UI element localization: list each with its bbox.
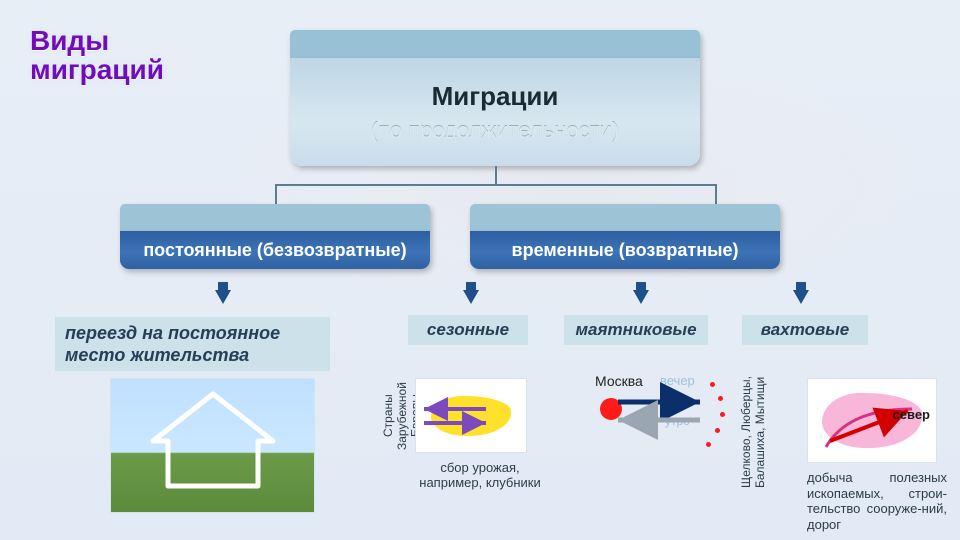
- root-subtitle: (по продолжительности): [371, 118, 620, 144]
- temp-label: временные (возвратные): [512, 240, 739, 261]
- perm-label: постоянные (безвозвратные): [143, 240, 406, 261]
- seasonal-arrows-icon: [416, 379, 528, 454]
- arrow-down-icon: [793, 282, 809, 304]
- pendulum-arrows-icon: [560, 378, 730, 458]
- pendulum-side-label: Щелково, Люберцы, Балашиха, Мытищи: [740, 372, 776, 492]
- illus-permanent-home: [110, 378, 315, 513]
- title-line-1: Виды: [30, 25, 109, 56]
- root-header-bar: [290, 30, 700, 58]
- arrow-down-icon: [215, 282, 231, 304]
- perm-box: постоянные (безвозвратные): [120, 231, 430, 269]
- arrow-down-icon: [633, 282, 649, 304]
- leaf-pendulum: маятниковые: [564, 315, 708, 345]
- perm-header-bar: [120, 204, 430, 231]
- connector: [275, 184, 277, 204]
- illus-seasonal: [415, 378, 527, 453]
- leaf-seasonal-text: сезонные: [427, 320, 509, 340]
- shift-direction-label-text: север: [893, 407, 930, 422]
- leaf-seasonal: сезонные: [408, 315, 528, 345]
- leaf-permanent-text: переезд на постоянное место жительства: [65, 322, 320, 367]
- shift-caption: добыча полезных ископаемых, строи-тельст…: [807, 470, 947, 532]
- connector: [715, 184, 717, 204]
- slide-title: Виды миграций: [30, 26, 164, 85]
- leaf-pendulum-text: маятниковые: [575, 320, 696, 340]
- shift-caption-text: добыча полезных ископаемых, строи-тельст…: [807, 470, 947, 532]
- seasonal-caption-text: сбор урожая, например, клубники: [419, 460, 540, 490]
- temp-box: временные (возвратные): [470, 231, 780, 269]
- leaf-shift-text: вахтовые: [761, 320, 849, 340]
- seasonal-side-label: Страны Зарубежной Европы: [382, 368, 410, 464]
- shift-direction-label: север: [893, 407, 930, 422]
- seasonal-caption: сбор урожая, например, клубники: [415, 460, 545, 490]
- house-icon: [138, 386, 288, 496]
- connector: [495, 166, 497, 184]
- temp-header-bar: [470, 204, 780, 231]
- root-title: Миграции: [432, 81, 559, 112]
- leaf-shift: вахтовые: [742, 315, 868, 345]
- leaf-permanent: переезд на постоянное место жительства: [55, 317, 330, 371]
- title-line-2: миграций: [30, 54, 164, 85]
- illus-pendulum: [560, 378, 730, 458]
- root-box: Миграции (по продолжительности): [290, 58, 700, 166]
- arrow-down-icon: [463, 282, 479, 304]
- pendulum-side-label-text: Щелково, Люберцы, Балашиха, Мытищи: [739, 376, 767, 488]
- illus-shift: север: [807, 378, 937, 463]
- connector: [275, 184, 715, 186]
